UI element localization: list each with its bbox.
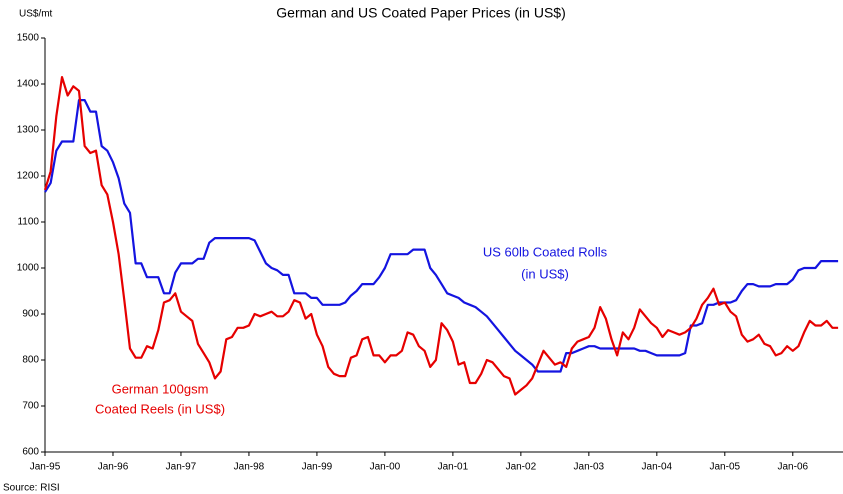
annotation: (in US$)	[521, 266, 569, 281]
y-tick-label: 1200	[17, 171, 40, 182]
y-tick-label: 600	[22, 447, 39, 458]
x-tick-label: Jan-98	[234, 462, 265, 473]
x-tick-label: Jan-95	[30, 462, 61, 473]
x-tick-label: Jan-05	[710, 462, 741, 473]
y-tick-label: 1400	[17, 79, 40, 90]
x-tick-label: Jan-02	[506, 462, 537, 473]
y-axis-label: US$/mt	[19, 9, 53, 20]
y-tick-label: 900	[22, 309, 39, 320]
y-tick-label: 1100	[17, 217, 39, 228]
y-tick-label: 1300	[17, 125, 40, 136]
y-tick-label: 1500	[17, 33, 40, 44]
x-tick-label: Jan-96	[98, 462, 129, 473]
annotation: US 60lb Coated Rolls	[483, 244, 608, 259]
y-tick-label: 700	[22, 401, 39, 412]
x-tick-label: Jan-00	[370, 462, 401, 473]
x-tick-label: Jan-06	[777, 462, 808, 473]
annotation: Coated Reels (in US$)	[95, 401, 225, 416]
y-tick-label: 1000	[17, 263, 40, 274]
series-line	[44, 99, 839, 373]
series-line	[43, 76, 839, 396]
x-tick-label: Jan-99	[302, 462, 333, 473]
y-tick-label: 800	[22, 355, 39, 366]
x-tick-label: Jan-01	[438, 462, 469, 473]
chart-title: German and US Coated Paper Prices (in US…	[276, 5, 565, 21]
x-tick-label: Jan-04	[642, 462, 673, 473]
source: Source: RISI	[3, 483, 60, 494]
annotation: German 100gsm	[112, 381, 209, 396]
x-tick-label: Jan-03	[574, 462, 605, 473]
x-tick-label: Jan-97	[166, 462, 197, 473]
